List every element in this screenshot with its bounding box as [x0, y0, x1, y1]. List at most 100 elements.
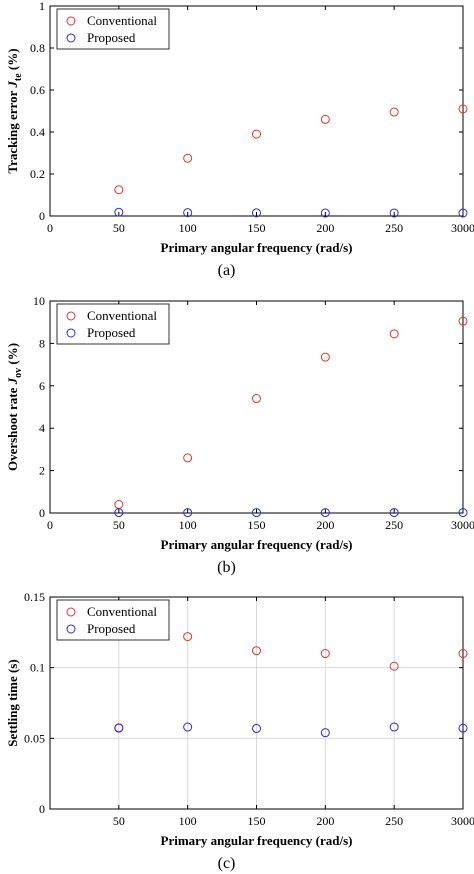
y-tick-label: 0: [39, 209, 45, 223]
data-point-conventional: [114, 500, 124, 510]
x-tick-label: 200: [316, 221, 334, 235]
panel-caption: (c): [218, 855, 236, 872]
x-tick-label: 200: [316, 814, 334, 828]
legend-marker-conventional: [66, 607, 76, 617]
legend-marker-proposed: [66, 624, 76, 634]
legend-label-proposed: Proposed: [87, 621, 136, 636]
legend-marker-conventional: [66, 311, 76, 321]
x-tick-label: 200: [316, 518, 334, 532]
x-tick-label: 3000: [451, 518, 474, 532]
data-point-conventional: [320, 352, 330, 362]
data-point-proposed: [458, 208, 468, 218]
y-axis-label-unit: (%): [5, 48, 20, 73]
x-tick-label: 50: [113, 518, 125, 532]
data-point-conventional: [320, 114, 330, 124]
data-point-proposed: [183, 508, 193, 518]
legend-box: [56, 303, 170, 345]
x-axis-label: Primary angular frequency (rad/s): [161, 537, 353, 552]
y-tick-label: 4: [39, 421, 45, 435]
x-tick-label: 250: [385, 814, 403, 828]
data-point-conventional: [389, 661, 399, 671]
y-tick-label: 0: [39, 802, 45, 816]
x-tick-label: 100: [179, 221, 197, 235]
legend-label-conventional: Conventional: [87, 308, 157, 323]
data-point-conventional: [183, 453, 193, 463]
data-point-conventional: [458, 316, 468, 326]
x-tick-label: 150: [248, 221, 266, 235]
x-axis-label: Primary angular frequency (rad/s): [161, 240, 353, 255]
y-tick-label: 1: [39, 0, 45, 13]
y-axis-label-symbol: J: [5, 377, 20, 385]
data-point-proposed: [183, 722, 193, 732]
data-point-proposed: [320, 508, 330, 518]
x-tick-label: 250: [385, 221, 403, 235]
y-tick-label: 0.8: [30, 41, 45, 55]
data-point-proposed: [389, 508, 399, 518]
legend-marker-proposed: [66, 33, 76, 43]
x-tick-label: 3000: [451, 221, 474, 235]
y-tick-label: 0.2: [30, 167, 45, 181]
data-point-conventional: [252, 394, 261, 404]
y-tick-label: 0.1: [30, 661, 45, 675]
x-tick-label: 150: [248, 518, 266, 532]
y-axis-label: Tracking error Jte (%): [5, 48, 24, 173]
data-point-conventional: [252, 646, 261, 656]
data-point-conventional: [389, 329, 399, 339]
data-point-conventional: [458, 649, 468, 659]
legend-label-conventional: Conventional: [87, 604, 157, 619]
y-tick-label: 0.4: [30, 125, 45, 139]
y-tick-label: 2: [39, 464, 45, 478]
legend-box: [56, 8, 170, 50]
y-tick-label: 0.05: [24, 731, 45, 745]
y-axis-label-text: Tracking error: [5, 88, 20, 174]
data-point-proposed: [320, 728, 330, 738]
chart-panel-2: 0 50 100 150 200 250 3000 0 2 4 6 8 10 Primary angula…: [5, 294, 474, 576]
y-tick-label: 0.6: [30, 83, 45, 97]
y-axis-label: Overshoot rate Jov (%): [5, 343, 24, 471]
y-axis-label-symbol: J: [5, 81, 20, 89]
x-tick-label: 150: [248, 814, 266, 828]
data-point-conventional: [252, 129, 261, 139]
x-tick-label: 0: [47, 221, 53, 235]
x-tick-label: 3000: [451, 814, 474, 828]
legend-label-conventional: Conventional: [87, 13, 157, 28]
data-point-proposed: [458, 508, 468, 518]
y-tick-label: 6: [39, 379, 45, 393]
data-point-conventional: [320, 649, 330, 659]
x-tick-label: 0: [47, 518, 53, 532]
x-tick-label: 50: [113, 814, 125, 828]
y-axis-label: Settling time (s): [5, 659, 20, 746]
x-tick-label: 100: [179, 518, 197, 532]
x-tick-label: 50: [113, 221, 125, 235]
x-tick-label: 250: [385, 518, 403, 532]
data-point-proposed: [252, 508, 261, 518]
x-tick-label: 100: [179, 814, 197, 828]
data-point-conventional: [458, 104, 468, 114]
data-point-conventional: [389, 107, 399, 117]
legend-label-proposed: Proposed: [87, 325, 136, 340]
y-axis-label-subscript: te: [13, 73, 24, 81]
panel-caption: (b): [217, 559, 236, 576]
data-point-proposed: [252, 208, 261, 218]
legend-marker-conventional: [66, 16, 76, 26]
chart-panel-1: 0 50 100 150 200 250 3000 0 0.2 0.4 0.6 0.8 1 Primary…: [5, 0, 474, 279]
data-point-proposed: [389, 722, 399, 732]
data-point-proposed: [114, 207, 124, 217]
y-axis-label-unit: (%): [5, 343, 20, 368]
panel-caption: (a): [218, 262, 236, 279]
data-point-proposed: [320, 208, 330, 218]
y-tick-label: 8: [39, 336, 45, 350]
data-point-proposed: [114, 723, 124, 733]
data-point-proposed: [183, 208, 193, 218]
y-tick-label: 10: [33, 294, 45, 308]
y-tick-label: 0: [39, 506, 45, 520]
data-point-conventional: [183, 153, 193, 163]
data-point-proposed: [458, 723, 468, 733]
data-point-conventional: [183, 632, 193, 642]
data-point-proposed: [252, 723, 261, 733]
x-axis-label: Primary angular frequency (rad/s): [161, 833, 353, 848]
data-point-proposed: [114, 508, 124, 518]
legend-marker-proposed: [66, 328, 76, 338]
legend-box: [56, 599, 170, 641]
